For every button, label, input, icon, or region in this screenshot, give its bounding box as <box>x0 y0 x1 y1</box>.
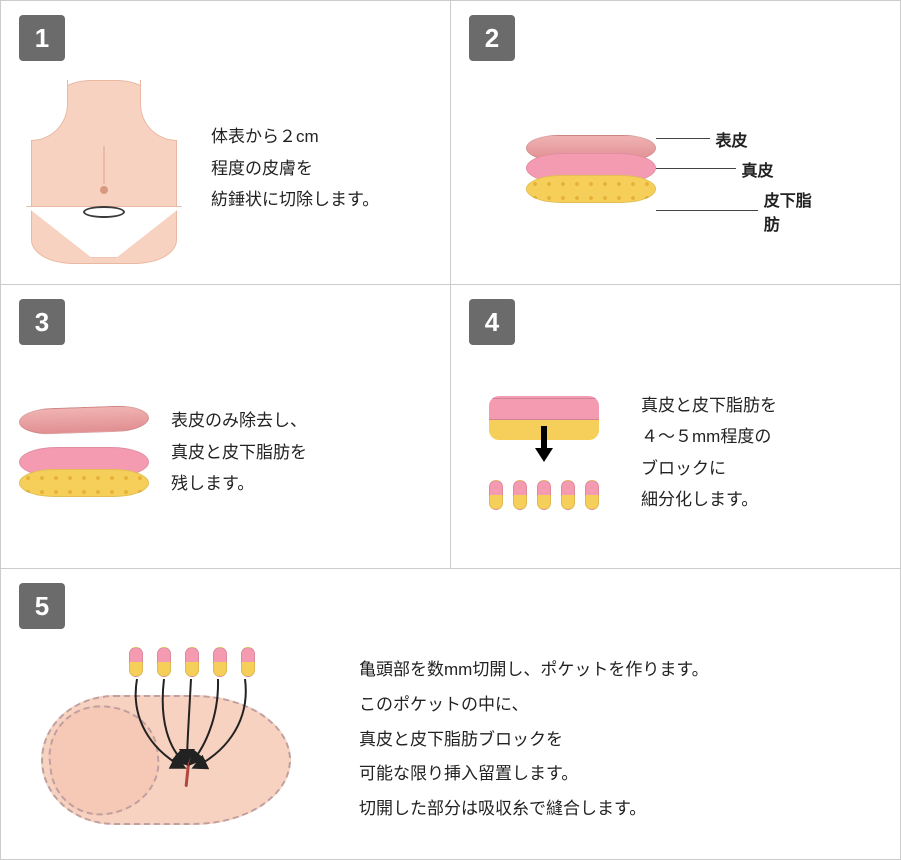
layer-labels: 表皮 真皮 皮下脂肪 <box>656 121 826 217</box>
spindle-incision-icon <box>83 206 125 218</box>
step-3: 3 表皮のみ除去し、 真皮と皮下脂肪を 残します。 <box>0 284 450 568</box>
label-epidermis: 表皮 <box>656 127 748 151</box>
insertion-arrows-icon <box>19 645 319 835</box>
procedure-steps: 1 体表から２cm 程度の皮膚を 紡錘状に切除します。 2 <box>0 0 901 860</box>
insertion-illustration <box>19 645 319 835</box>
small-pieces <box>489 480 599 510</box>
step-number-badge: 4 <box>469 299 515 345</box>
step-5: 5 <box>0 568 900 859</box>
step-3-text: 表皮のみ除去し、 真皮と皮下脂肪を 残します。 <box>171 405 307 499</box>
step-number-badge: 3 <box>19 299 65 345</box>
step-2: 2 表皮 真皮 皮下脂肪 <box>450 0 900 284</box>
step-number-badge: 5 <box>19 583 65 629</box>
abdomen-illustration <box>19 74 189 264</box>
dice-blocks-illustration <box>469 396 619 510</box>
fat-layer <box>526 175 656 203</box>
step-4: 4 真皮と皮下脂肪を ４～５mm程度の ブロックに 細分化します。 <box>450 284 900 568</box>
epidermis-layer-removed <box>19 404 150 435</box>
step-4-text: 真皮と皮下脂肪を ４～５mm程度の ブロックに 細分化します。 <box>641 390 777 516</box>
step-1: 1 体表から２cm 程度の皮膚を 紡錘状に切除します。 <box>0 0 450 284</box>
step-number-badge: 2 <box>469 15 515 61</box>
step-1-text: 体表から２cm 程度の皮膚を 紡錘状に切除します。 <box>211 121 379 215</box>
step-5-text: 亀頭部を数mm切開し、ポケットを作ります。 このポケットの中に、 真皮と皮下脂肪… <box>359 653 709 827</box>
remove-epidermis-illustration <box>19 409 149 497</box>
label-dermis: 真皮 <box>656 157 774 181</box>
step-number-badge: 1 <box>19 15 65 61</box>
label-fat: 皮下脂肪 <box>656 187 826 235</box>
skin-layers-illustration <box>526 135 656 203</box>
steps-grid: 1 体表から２cm 程度の皮膚を 紡錘状に切除します。 2 <box>0 0 901 860</box>
arrow-down-icon <box>535 448 553 462</box>
fat-layer <box>19 469 149 497</box>
